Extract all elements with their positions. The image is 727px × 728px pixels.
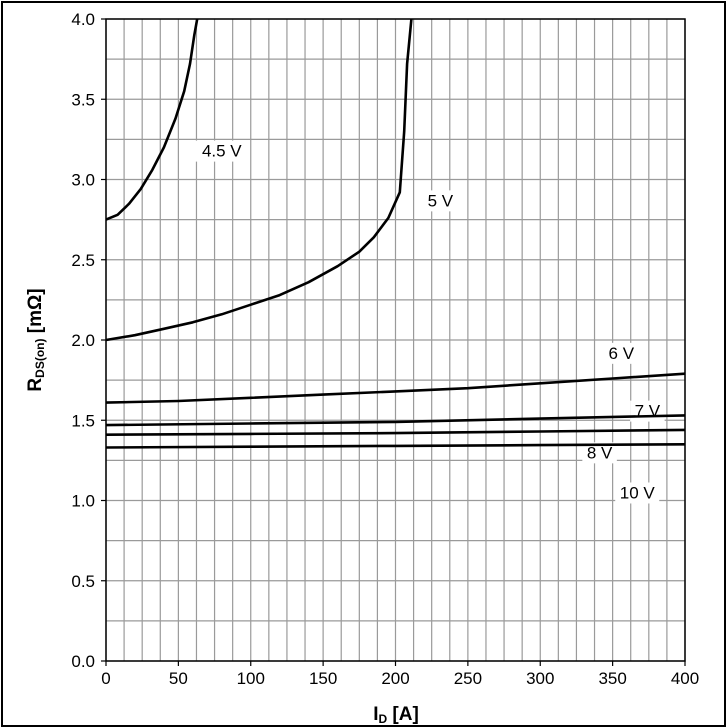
tick-labels: 0 50 100 150 200 250 300 350 400 0.0 0.5 1.0 1.5 2.0 2… <box>71 10 699 688</box>
series-line <box>105 443 686 449</box>
curve-labels: 4.5 V 5 V 6 V 7 V 8 V 10 V <box>202 142 661 503</box>
curve-label-background <box>423 190 458 212</box>
curve-label: 10 V <box>620 483 656 502</box>
x-axis-title: ID [A] <box>373 704 419 726</box>
curve-label: 7 V <box>635 402 661 421</box>
y-axis-title-unit: [mΩ] <box>25 288 46 338</box>
x-tick-label: 350 <box>598 669 626 688</box>
curve-label: 8 V <box>587 443 613 462</box>
y-axis-title-sub: DS(on) <box>33 339 47 378</box>
x-axis-title-unit: [A] <box>387 704 419 725</box>
x-tick-label: 400 <box>671 669 699 688</box>
x-tick-label: 0 <box>101 669 110 688</box>
x-axis-title-main: I <box>373 704 378 725</box>
y-axis-title-main: R <box>25 378 46 392</box>
y-axis-title: RDS(on) [mΩ] <box>25 288 47 391</box>
x-axis-title-sub: D <box>378 712 387 726</box>
curve-label: 5 V <box>428 191 454 210</box>
series-line <box>105 428 686 436</box>
y-tick-label: 2.0 <box>71 331 95 350</box>
curve-label-background <box>615 482 660 504</box>
curve-label-background <box>604 342 639 364</box>
grid <box>105 18 686 662</box>
y-tick-label: 3.0 <box>71 171 95 190</box>
curve-label-background <box>195 140 249 162</box>
x-tick-label: 250 <box>454 669 482 688</box>
y-tick-label: 1.5 <box>71 411 95 430</box>
curve-label: 4.5 V <box>202 142 242 161</box>
curve-label: 6 V <box>609 344 635 363</box>
series-line <box>105 18 413 342</box>
y-tick-label: 2.5 <box>71 251 95 270</box>
y-tick-label: 1.0 <box>71 492 95 511</box>
x-tick-label: 150 <box>309 669 337 688</box>
series-lines <box>105 18 686 449</box>
series-line <box>105 18 199 221</box>
y-tick-label: 0.0 <box>71 652 95 671</box>
x-tick-label: 100 <box>237 669 265 688</box>
x-tick-label: 50 <box>169 669 188 688</box>
series-line <box>105 414 686 427</box>
x-tick-label: 300 <box>526 669 554 688</box>
curve-label-background <box>582 442 617 464</box>
x-tick-label: 200 <box>381 669 409 688</box>
series-line <box>105 372 686 404</box>
y-tick-label: 0.5 <box>71 572 95 591</box>
y-tick-label: 4.0 <box>71 10 95 29</box>
y-tick-label: 3.5 <box>71 90 95 109</box>
